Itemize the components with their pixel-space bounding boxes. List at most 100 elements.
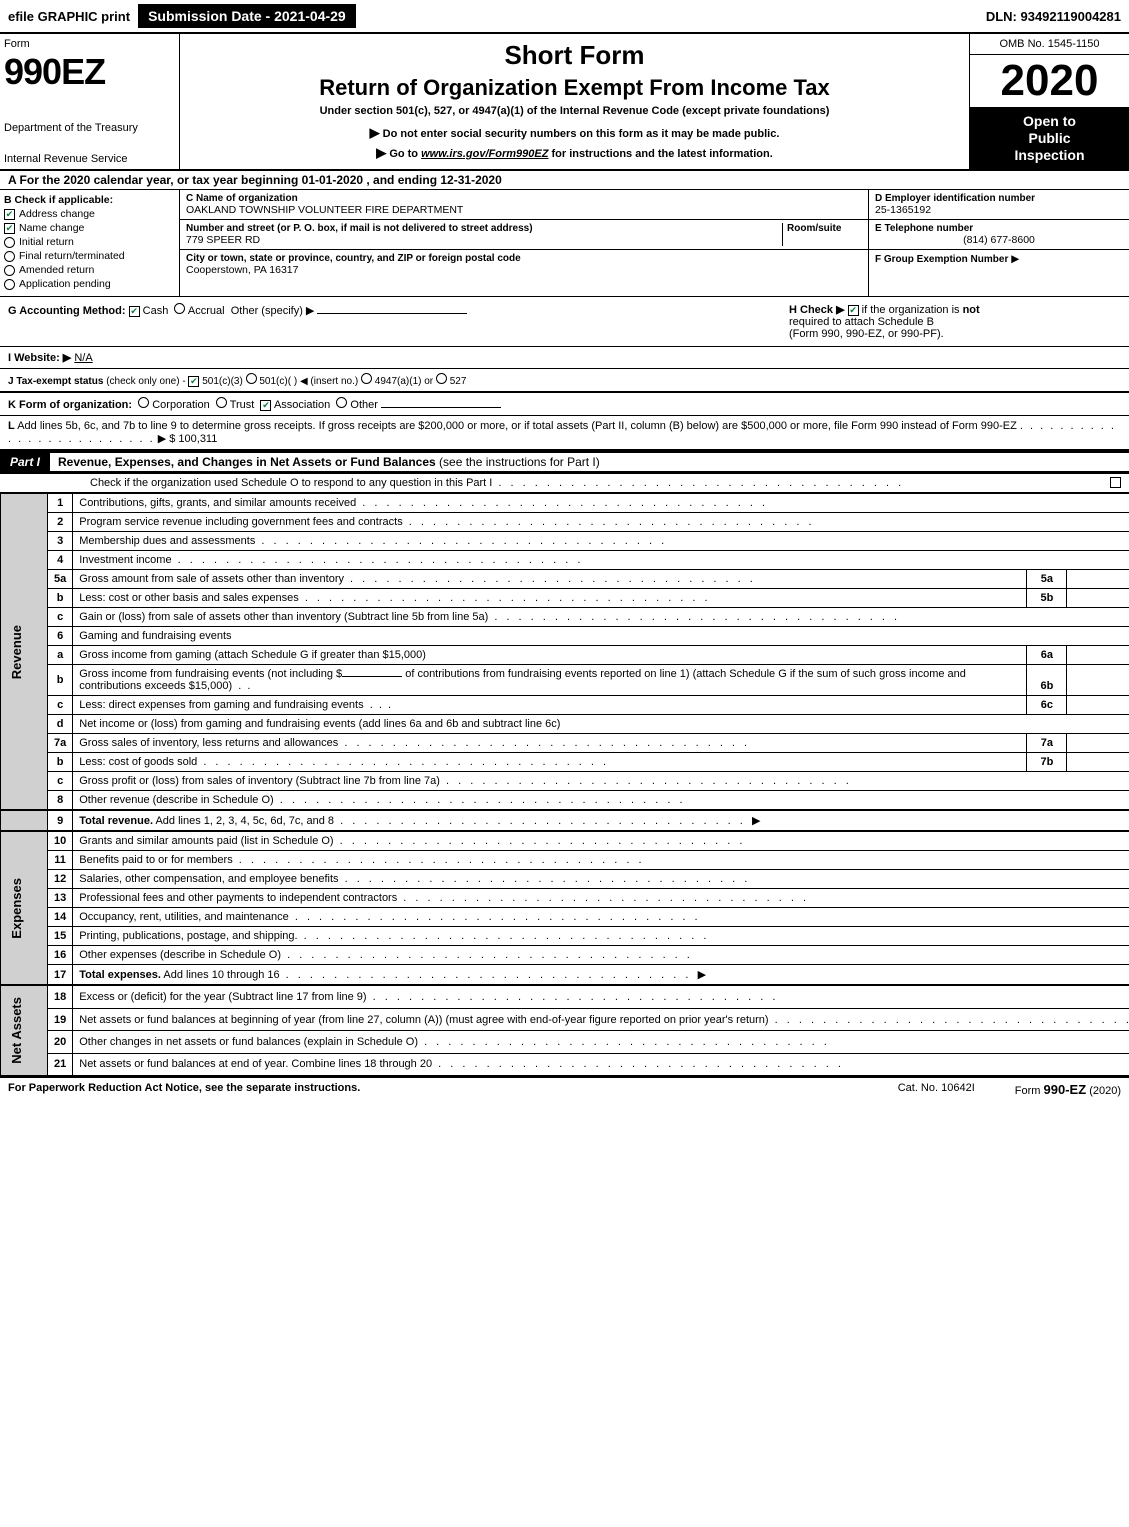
- row-h-schedule-b: H Check ▶ if the organization is not req…: [781, 303, 1121, 340]
- ein-label: D Employer identification number: [875, 193, 1123, 204]
- omb-number: OMB No. 1545-1150: [970, 34, 1129, 55]
- checkbox-name-change[interactable]: [4, 223, 15, 234]
- submission-date-badge: Submission Date - 2021-04-29: [138, 4, 356, 28]
- checkbox-501c3[interactable]: [188, 376, 199, 387]
- part-1-label: Part I: [0, 453, 50, 471]
- phone-value: (814) 677-8600: [875, 234, 1123, 246]
- line-5b-value: [1067, 589, 1129, 608]
- form-header: Form 990EZ Department of the Treasury In…: [0, 34, 1129, 171]
- goto-irs-text: ▶ Go to www.irs.gov/Form990EZ for instru…: [188, 145, 961, 161]
- catalog-number: Cat. No. 10642I: [898, 1082, 975, 1097]
- line-16-desc: Other expenses (describe in Schedule O): [73, 946, 1129, 965]
- street-label: Number and street (or P. O. box, if mail…: [186, 223, 782, 234]
- line-2-desc: Program service revenue including govern…: [73, 513, 1129, 532]
- line-20-desc: Other changes in net assets or fund bala…: [73, 1031, 1129, 1053]
- checkbox-schedule-b-not-required[interactable]: [848, 305, 859, 316]
- dln-label: DLN: 93492119004281: [978, 5, 1129, 28]
- checkbox-address-change[interactable]: [4, 209, 15, 220]
- line-17-desc: Total expenses. Add lines 10 through 16 …: [73, 965, 1129, 986]
- line-6b-value: 48,566: [1067, 665, 1129, 696]
- header-right: OMB No. 1545-1150 2020 Open to Public In…: [969, 34, 1129, 169]
- arrow-icon: ▶: [376, 145, 386, 160]
- other-specify-field[interactable]: [317, 313, 467, 314]
- org-name: OAKLAND TOWNSHIP VOLUNTEER FIRE DEPARTME…: [186, 204, 862, 216]
- top-bar: efile GRAPHIC print Submission Date - 20…: [0, 0, 1129, 34]
- website-value: N/A: [74, 352, 92, 364]
- line-13-desc: Professional fees and other payments to …: [73, 889, 1129, 908]
- return-title: Return of Organization Exempt From Incom…: [188, 75, 961, 101]
- checkbox-schedule-o[interactable]: [1110, 477, 1121, 488]
- line-7a-desc: Gross sales of inventory, less returns a…: [73, 734, 1027, 753]
- line-14-desc: Occupancy, rent, utilities, and maintena…: [73, 908, 1129, 927]
- arrow-icon: ▶: [158, 433, 166, 445]
- header-left: Form 990EZ Department of the Treasury In…: [0, 34, 180, 169]
- line-6a-value: [1067, 646, 1129, 665]
- checkbox-application-pending[interactable]: [4, 279, 15, 290]
- line-4-desc: Investment income: [73, 551, 1129, 570]
- open-public-badge: Open to Public Inspection: [970, 107, 1129, 169]
- checkbox-corporation[interactable]: [138, 397, 149, 408]
- checkbox-final-return[interactable]: [4, 251, 15, 262]
- form-word: Form: [4, 38, 175, 50]
- part-1-table: Revenue 1 Contributions, gifts, grants, …: [0, 493, 1129, 1077]
- part-1-header: Part I Revenue, Expenses, and Changes in…: [0, 450, 1129, 474]
- arrow-icon: ▶: [370, 125, 380, 140]
- other-org-field[interactable]: [381, 407, 501, 408]
- phone-label: E Telephone number: [875, 223, 1123, 234]
- group-exemption-label: F Group Exemption Number: [875, 254, 1008, 265]
- line-6b-contrib-field[interactable]: [342, 676, 402, 677]
- col-d-identifiers: D Employer identification number 25-1365…: [869, 190, 1129, 296]
- header-center: Short Form Return of Organization Exempt…: [180, 34, 969, 169]
- room-label: Room/suite: [787, 223, 862, 234]
- irs-link[interactable]: www.irs.gov/Form990EZ: [421, 148, 548, 160]
- checkbox-trust[interactable]: [216, 397, 227, 408]
- line-8-desc: Other revenue (describe in Schedule O): [73, 791, 1129, 811]
- checkbox-accrual[interactable]: [174, 303, 185, 314]
- street-address: 779 SPEER RD: [186, 234, 782, 246]
- line-7b-value: [1067, 753, 1129, 772]
- line-7b-desc: Less: cost of goods sold: [73, 753, 1027, 772]
- line-15-desc: Printing, publications, postage, and shi…: [73, 927, 1129, 946]
- info-block: B Check if applicable: Address change Na…: [0, 190, 1129, 297]
- row-l-gross-receipts: L Add lines 5b, 6c, and 7b to line 9 to …: [0, 416, 1129, 450]
- checkbox-cash[interactable]: [129, 306, 140, 317]
- dept-treasury: Department of the Treasury: [4, 110, 175, 134]
- tax-year: 2020: [970, 55, 1129, 107]
- irs-label: Internal Revenue Service: [4, 153, 175, 165]
- line-5a-desc: Gross amount from sale of assets other t…: [73, 570, 1027, 589]
- arrow-icon: ▶: [1011, 253, 1019, 265]
- line-3-desc: Membership dues and assessments: [73, 532, 1129, 551]
- checkbox-527[interactable]: [436, 373, 447, 384]
- row-g-accounting: G Accounting Method: Cash Accrual Other …: [8, 303, 781, 340]
- part-1-title: Revenue, Expenses, and Changes in Net As…: [50, 453, 1129, 471]
- checkbox-501c[interactable]: [246, 373, 257, 384]
- row-g-h: G Accounting Method: Cash Accrual Other …: [0, 297, 1129, 347]
- line-21-desc: Net assets or fund balances at end of ye…: [73, 1053, 1129, 1076]
- line-6-desc: Gaming and fundraising events: [73, 627, 1129, 646]
- page-footer: For Paperwork Reduction Act Notice, see …: [0, 1077, 1129, 1101]
- form-reference: Form 990-EZ (2020): [1015, 1082, 1121, 1097]
- part-1-check-row: Check if the organization used Schedule …: [0, 474, 1129, 493]
- checkbox-other-org[interactable]: [336, 397, 347, 408]
- line-7a-value: [1067, 734, 1129, 753]
- short-form-title: Short Form: [188, 40, 961, 71]
- checkbox-association[interactable]: [260, 400, 271, 411]
- revenue-section-label: Revenue: [7, 617, 26, 687]
- line-9-desc: Total revenue. Add lines 1, 2, 3, 4, 5c,…: [73, 810, 1129, 831]
- form-number: 990EZ: [4, 54, 175, 90]
- col-b-title: B Check if applicable:: [4, 194, 175, 206]
- checkbox-amended-return[interactable]: [4, 265, 15, 276]
- do-not-enter-text: ▶ Do not enter social security numbers o…: [188, 125, 961, 141]
- net-assets-section-label: Net Assets: [7, 989, 26, 1072]
- line-6b-desc: Gross income from fundraising events (no…: [73, 665, 1027, 696]
- checkbox-4947a1[interactable]: [361, 373, 372, 384]
- line-6d-desc: Net income or (loss) from gaming and fun…: [73, 715, 1129, 734]
- efile-label: efile GRAPHIC print: [8, 9, 130, 24]
- line-5b-desc: Less: cost or other basis and sales expe…: [73, 589, 1027, 608]
- row-i-website: I Website: ▶ N/A: [0, 347, 1129, 369]
- line-6c-value: 16,051: [1067, 696, 1129, 715]
- checkbox-initial-return[interactable]: [4, 237, 15, 248]
- section-a-tax-year: A For the 2020 calendar year, or tax yea…: [0, 171, 1129, 190]
- city-state-zip: Cooperstown, PA 16317: [186, 264, 862, 276]
- line-19-desc: Net assets or fund balances at beginning…: [73, 1008, 1129, 1030]
